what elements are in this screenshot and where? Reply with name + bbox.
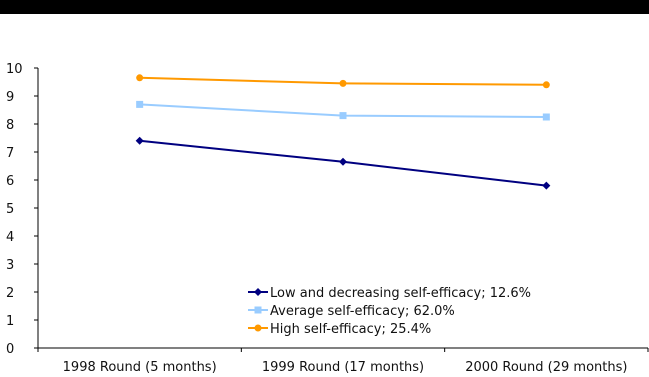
data-point xyxy=(542,113,550,121)
y-tick-label: 0 xyxy=(6,342,14,357)
y-tick-label: 10 xyxy=(6,62,23,77)
data-point xyxy=(136,100,144,108)
data-point xyxy=(339,79,347,87)
y-tick-label: 1 xyxy=(6,314,14,329)
data-point xyxy=(542,181,551,190)
legend-item: High self-efficacy; 25.4% xyxy=(248,322,431,337)
legend-item: Average self-efficacy; 62.0% xyxy=(248,304,455,319)
series-2 xyxy=(136,100,550,121)
legend-marker xyxy=(254,306,262,314)
x-tick-label: 1998 Round (5 months) xyxy=(63,360,217,375)
top-rule xyxy=(0,0,649,14)
legend-item: Low and decreasing self-efficacy; 12.6% xyxy=(248,286,531,301)
x-tick-label: 2000 Round (29 months) xyxy=(465,360,627,375)
data-point xyxy=(136,74,144,82)
data-point xyxy=(339,112,347,120)
x-tick-label: 1999 Round (17 months) xyxy=(262,360,424,375)
series-layer xyxy=(135,74,551,190)
data-point xyxy=(339,157,347,166)
y-tick-label: 7 xyxy=(6,146,14,161)
legend-marker xyxy=(254,324,262,332)
legend-label: Low and decreasing self-efficacy; 12.6% xyxy=(270,286,531,301)
chart-axes: 0 1 2 3 4 5 6 7 8 9 10 1998 Round (5 months) 1999 Ro… xyxy=(6,62,649,375)
data-point xyxy=(542,81,550,89)
y-tick-label: 5 xyxy=(6,202,14,217)
legend-label: High self-efficacy; 25.4% xyxy=(270,322,431,337)
y-tick-label: 6 xyxy=(6,174,14,189)
series-3 xyxy=(136,74,550,89)
data-point xyxy=(135,136,144,145)
legend-marker xyxy=(254,288,262,296)
chart-legend: Low and decreasing self-efficacy; 12.6% A… xyxy=(248,286,531,337)
y-tick-label: 3 xyxy=(6,258,14,273)
y-tick-label: 8 xyxy=(6,118,14,133)
legend-label: Average self-efficacy; 62.0% xyxy=(270,304,455,319)
y-tick-label: 4 xyxy=(6,230,14,245)
y-tick-label: 9 xyxy=(6,90,14,105)
series-1 xyxy=(135,136,551,190)
y-tick-label: 2 xyxy=(6,286,14,301)
